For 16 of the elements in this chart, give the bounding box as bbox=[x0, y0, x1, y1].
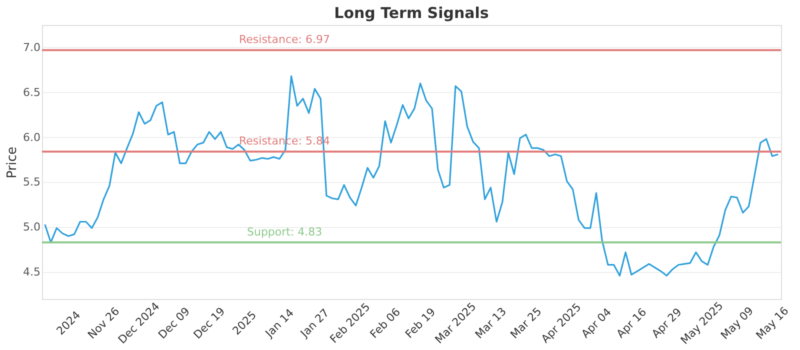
y-tick-label: 5.0 bbox=[23, 220, 40, 234]
x-tick-label: Feb 06 bbox=[368, 305, 403, 341]
y-tick-label: 7.0 bbox=[23, 40, 40, 54]
ref-line-label: Support: 4.83 bbox=[247, 225, 322, 238]
y-tick-label: 6.0 bbox=[23, 130, 40, 144]
line-series bbox=[44, 75, 779, 276]
chart-title: Long Term Signals bbox=[334, 4, 489, 22]
x-tick-label: Apr 04 bbox=[578, 306, 614, 341]
y-tick-label: 5.5 bbox=[23, 176, 40, 189]
x-tick-label: Apr 16 bbox=[614, 306, 650, 341]
y-tick-label: 6.5 bbox=[23, 86, 40, 99]
x-tick-label: Dec 19 bbox=[190, 304, 228, 342]
y-axis-title: Price bbox=[5, 146, 20, 178]
x-tick-label: Jan 14 bbox=[262, 306, 296, 341]
ref-line-label: Resistance: 6.97 bbox=[239, 33, 330, 46]
y-tick-label: 4.5 bbox=[23, 266, 40, 279]
